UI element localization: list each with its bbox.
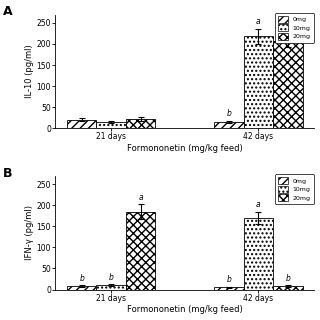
Bar bbox=[67, 286, 96, 290]
Bar bbox=[273, 286, 303, 290]
Text: B: B bbox=[3, 167, 13, 180]
X-axis label: Formononetin (mg/kg feed): Formononetin (mg/kg feed) bbox=[127, 144, 243, 153]
Legend: 0mg, 10mg, 20mg: 0mg, 10mg, 20mg bbox=[275, 174, 314, 204]
Text: b: b bbox=[109, 273, 114, 282]
Bar bbox=[273, 41, 303, 128]
Bar bbox=[214, 287, 244, 290]
Text: a: a bbox=[286, 23, 290, 32]
Bar bbox=[244, 218, 273, 290]
Bar bbox=[126, 119, 155, 128]
Text: a: a bbox=[256, 17, 261, 26]
Text: b: b bbox=[227, 276, 231, 284]
Text: b: b bbox=[227, 109, 231, 118]
X-axis label: Formononetin (mg/kg feed): Formononetin (mg/kg feed) bbox=[127, 306, 243, 315]
Text: a: a bbox=[138, 193, 143, 202]
Bar bbox=[126, 212, 155, 290]
Text: b: b bbox=[285, 274, 290, 283]
Bar bbox=[67, 120, 96, 128]
Text: b: b bbox=[79, 274, 84, 283]
Bar bbox=[96, 122, 126, 128]
Bar bbox=[244, 36, 273, 128]
Text: a: a bbox=[256, 200, 261, 209]
Y-axis label: IL-10 (pg/ml): IL-10 (pg/ml) bbox=[25, 44, 34, 98]
Bar bbox=[214, 122, 244, 128]
Text: A: A bbox=[3, 5, 13, 19]
Legend: 0mg, 10mg, 20mg: 0mg, 10mg, 20mg bbox=[275, 13, 314, 43]
Y-axis label: IFN-γ (pg/ml): IFN-γ (pg/ml) bbox=[25, 205, 34, 260]
Bar bbox=[96, 285, 126, 290]
